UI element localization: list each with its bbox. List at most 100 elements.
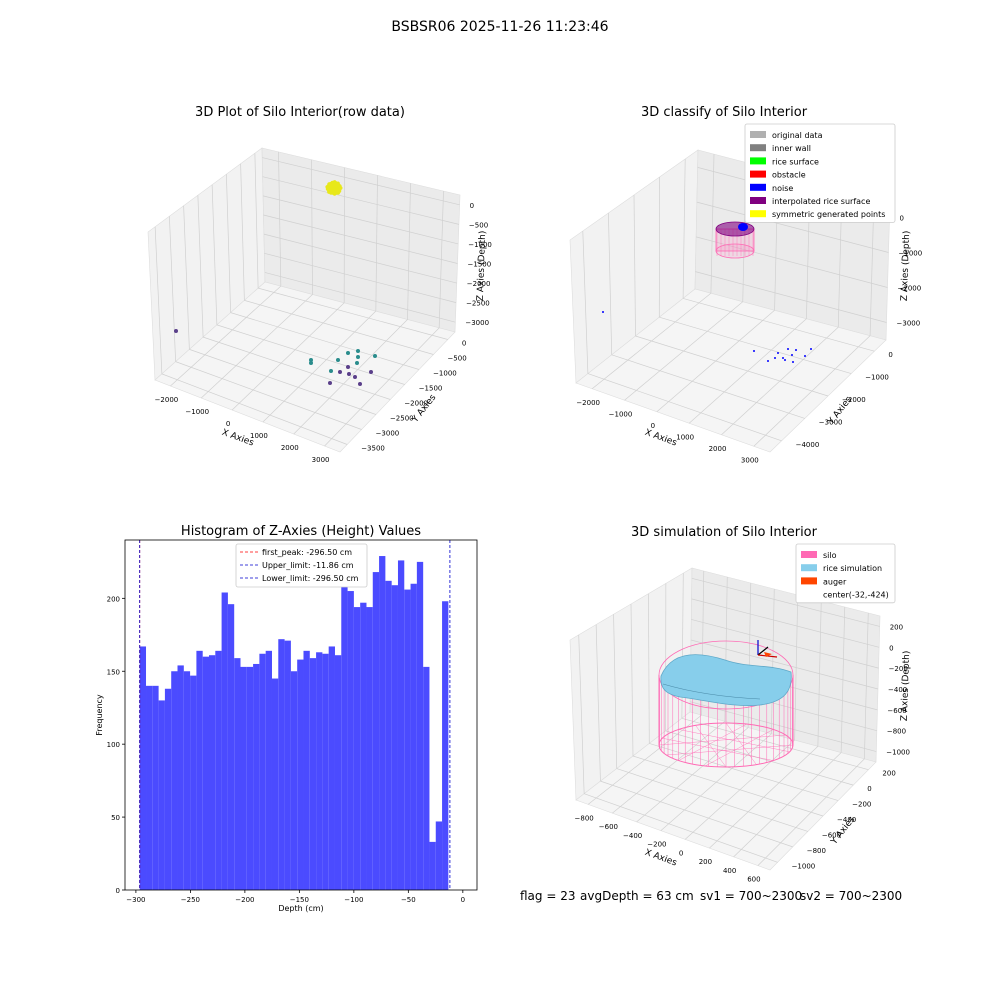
p3-bar	[423, 666, 430, 891]
p3-bar	[328, 646, 335, 890]
p3-bar	[158, 700, 165, 890]
p4-axis-arrow-y	[757, 646, 769, 656]
p1-y-tick: −1000	[433, 370, 457, 378]
p4-legend-label: silo	[823, 551, 837, 560]
p1-point-yellow	[336, 191, 341, 195]
p1-y-tick: −2500	[390, 415, 414, 423]
p3-bar	[209, 655, 216, 890]
p2-grid-y	[608, 212, 613, 355]
p3-axes-frame	[124, 539, 478, 891]
p4-x-tick: 600	[747, 876, 760, 884]
p3-bar	[341, 564, 348, 890]
p2-z-tick: −2000	[898, 285, 922, 293]
p3-bar	[152, 685, 159, 890]
p4-silo-brace	[678, 723, 747, 761]
p2-legend	[744, 123, 896, 223]
p3-bar	[227, 604, 235, 890]
p1-point	[338, 370, 342, 374]
p1-point	[347, 372, 351, 376]
p3-bar	[404, 589, 411, 890]
p3-bar	[146, 685, 153, 890]
p3-bar	[221, 592, 228, 890]
p2-x-tick: 0	[651, 422, 655, 430]
p4-silo-brace	[662, 738, 774, 761]
p3-x-tick: −250	[181, 896, 200, 904]
footer-avg-depth: avgDepth = 63 cm	[580, 889, 694, 903]
p2-point-noise	[777, 352, 779, 354]
p2-point-noise	[784, 359, 786, 361]
p4-silo-brace	[705, 729, 774, 767]
p3-bar	[290, 671, 298, 890]
p1-x-tick: 3000	[312, 456, 330, 464]
p3-bar	[265, 650, 272, 890]
p3-bar	[171, 671, 178, 890]
p3-bar	[297, 659, 304, 890]
p1-grid-z	[264, 272, 456, 323]
p3-x-tick: 0	[461, 896, 465, 904]
p1-grid-y	[154, 226, 163, 374]
p1-z-tick: −500	[469, 221, 488, 229]
footer-sv1: sv1 = 700~2300	[700, 889, 802, 903]
p2-point-noise	[795, 349, 797, 351]
p2-grid-y	[587, 373, 782, 442]
p4-legend-label: rice simulation	[823, 564, 882, 573]
p2-noise-cluster	[738, 223, 748, 231]
p4-x-tick: −800	[575, 814, 594, 822]
p2-x-tick: 3000	[741, 456, 759, 464]
p4-z-tick: −400	[888, 686, 907, 694]
p4-z-tick: 0	[889, 644, 893, 652]
p3-bar	[410, 583, 417, 890]
p4-grid-y	[649, 743, 839, 801]
p4-z-tick: −800	[887, 728, 906, 736]
panel-raw-data: −2000 −1000 0 1000 2000 3000 0 −500 −1000 −1500 −2…	[147, 105, 492, 464]
p2-legend-swatch	[750, 170, 766, 178]
p2-legend-label: original data	[772, 131, 823, 140]
p1-z-tick: −1000	[468, 241, 492, 249]
p4-legend-swatch	[801, 564, 817, 572]
p1-y-tick: 0	[462, 340, 466, 348]
p1-grid-x	[324, 327, 440, 447]
p4-grid-y	[584, 793, 778, 863]
p4-y-tick: 0	[867, 785, 871, 793]
p4-rice-surface	[660, 654, 792, 707]
p2-legend-label: obstacle	[772, 171, 806, 180]
p4-grid-y	[616, 768, 808, 832]
p2-x-tick: −2000	[576, 399, 600, 407]
p1-point	[346, 351, 350, 355]
p1-xlabel: X Axies	[220, 428, 255, 449]
p1-y-tick: −2000	[404, 400, 428, 408]
p2-grid-y	[683, 298, 875, 352]
p1-grid-x	[231, 302, 345, 411]
p4-x-tick: −400	[623, 832, 642, 840]
p3-x-tick: −200	[235, 896, 254, 904]
p1-grid-z	[262, 195, 459, 245]
p1-x-tick: 0	[226, 420, 230, 428]
p2-legend-swatch	[750, 210, 766, 218]
p4-grid-y	[632, 755, 824, 817]
p1-grid-x	[293, 319, 408, 435]
p1-grid-y	[258, 287, 448, 340]
p1-grid-z	[263, 233, 457, 284]
p1-grid-y	[169, 216, 176, 362]
p2-y-tick: −2000	[842, 396, 866, 404]
p1-point	[353, 375, 357, 379]
p4-grid-y	[613, 614, 618, 769]
p4-legend-label: auger	[823, 577, 847, 586]
p1-ylabel: Y Axies	[410, 393, 439, 426]
p4-grid-y	[600, 780, 793, 848]
p3-x-tick: −300	[126, 896, 145, 904]
p4-x-tick: 0	[679, 849, 683, 857]
p4-legend-swatch	[801, 577, 817, 585]
p1-grid-y	[161, 373, 348, 445]
p3-ylabel: Frequency	[95, 694, 104, 736]
p1-point	[356, 349, 360, 353]
p2-title: 3D classify of Silo Interior	[641, 105, 808, 120]
p1-point-yellow	[325, 185, 330, 189]
p2-point-noise	[767, 360, 769, 362]
p3-bar	[246, 666, 254, 891]
p2-grid-y	[659, 316, 852, 374]
p2-grid-x	[710, 154, 715, 294]
figure-suptitle: BSBSR06 2025-11-26 11:23:46	[391, 19, 608, 35]
p3-bar	[347, 591, 354, 890]
